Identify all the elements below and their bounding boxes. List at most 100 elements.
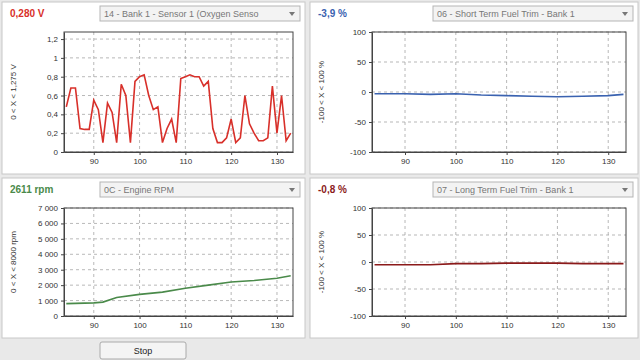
grid-line-y	[64, 269, 293, 270]
grid-line-x	[231, 32, 232, 152]
y-tick: 1	[54, 54, 64, 63]
y-tick: 0	[362, 88, 372, 97]
x-tick-label: 120	[225, 157, 239, 166]
dropdown-text[interactable]: 06 - Short Term Fuel Trim - Bank 1	[437, 9, 575, 19]
stop-button[interactable]: Stop	[100, 342, 186, 359]
x-tick: 130	[602, 152, 616, 166]
plot-frame	[372, 208, 626, 316]
x-tick-mark	[231, 316, 232, 319]
dropdown-arrow[interactable]	[289, 188, 295, 192]
y-tick-label: 5 000	[38, 235, 59, 244]
y-tick-label: 0	[362, 88, 367, 97]
x-axis: 90100110120130	[373, 152, 627, 166]
dropdown-text[interactable]: 07 - Long Term Fuel Trim - Bank 1	[437, 185, 573, 195]
data-line	[66, 75, 290, 143]
y-tick: 7 000	[38, 204, 64, 213]
y-tick-mark	[369, 152, 372, 153]
dropdown-text[interactable]: 0C - Engine RPM	[104, 185, 174, 195]
dropdown-box[interactable]	[433, 182, 633, 197]
pid-dropdown[interactable]: 06 - Short Term Fuel Trim - Bank 1	[433, 6, 633, 21]
x-axis: 90 100 110 120 130	[65, 316, 294, 330]
dropdown-text[interactable]: 14 - Bank 1 - Sensor 1 (Oxygen Senso	[104, 9, 259, 19]
x-tick-label: 110	[179, 321, 192, 330]
x-axis-line	[65, 316, 294, 317]
x-tick-label: 120	[225, 321, 239, 330]
graph-panel: 0,280 V 14 - Bank 1 - Sensor 1 (Oxygen Se…	[2, 2, 305, 174]
y-tick-label: 0	[362, 258, 367, 267]
x-tick: 100	[450, 316, 464, 330]
y-tick-mark	[61, 152, 64, 153]
graph-panel: -3,9 %06 - Short Term Fuel Trim - Bank 1…	[310, 2, 638, 174]
y-tick-mark	[61, 316, 64, 317]
plot-frame	[64, 208, 293, 316]
y-tick-mark	[369, 92, 372, 93]
grid-line-y	[372, 289, 626, 290]
stop-button-label[interactable]: Stop	[134, 346, 153, 356]
y-tick-mark	[369, 262, 372, 263]
grid-line-y	[64, 238, 293, 239]
pid-dropdown[interactable]: 14 - Bank 1 - Sensor 1 (Oxygen Senso	[100, 6, 300, 21]
y-tick-label: 6 000	[38, 219, 59, 228]
y-tick: 0,2	[47, 129, 64, 138]
y-tick: 0	[54, 148, 64, 157]
y-tick-label: 0,4	[47, 110, 59, 119]
x-tick: 110	[179, 152, 192, 166]
x-tick-label: 130	[271, 321, 285, 330]
grid-line-y	[372, 262, 626, 263]
x-tick: 90	[401, 152, 410, 166]
pid-dropdown[interactable]: 07 - Long Term Fuel Trim - Bank 1	[433, 182, 633, 197]
plot-area	[66, 75, 290, 143]
x-tick-label: 130	[271, 157, 285, 166]
y-axis: 00,20,40,60,811,2	[47, 33, 65, 158]
dropdown-arrow[interactable]	[289, 12, 295, 16]
panel-background	[2, 178, 305, 338]
dropdown-arrow[interactable]	[622, 188, 628, 192]
x-tick-label: 90	[90, 321, 99, 330]
dropdown-box[interactable]	[433, 6, 633, 21]
x-axis-line	[373, 152, 627, 153]
x-tick-mark	[231, 152, 232, 155]
dropdown-box[interactable]	[100, 182, 300, 197]
y-tick-mark	[61, 239, 64, 240]
x-tick-mark	[185, 152, 186, 155]
grid-line-x	[276, 208, 277, 316]
x-axis: 90100110120130	[373, 316, 627, 330]
x-tick: 110	[501, 316, 514, 330]
pid-dropdown[interactable]: 0C - Engine RPM	[100, 182, 300, 197]
y-tick-label: -100	[350, 312, 367, 321]
y-tick: 0,6	[47, 92, 64, 101]
stop-button-box[interactable]	[100, 342, 186, 359]
dropdown-box[interactable]	[100, 6, 300, 21]
x-tick-label: 90	[90, 157, 99, 166]
grid-line-x	[185, 32, 186, 152]
x-tick: 100	[133, 316, 147, 330]
y-tick: 100	[353, 204, 372, 213]
grid-line-x	[557, 208, 558, 316]
y-tick-mark	[369, 208, 372, 209]
x-tick-mark	[405, 316, 406, 319]
y-tick-mark	[61, 223, 64, 224]
y-tick: 50	[357, 231, 372, 240]
x-tick: 100	[133, 152, 147, 166]
panel-background	[310, 178, 638, 338]
data-line	[66, 276, 290, 304]
grid-line-y	[64, 223, 293, 224]
grid-line-y	[372, 235, 626, 236]
grid-line-y	[64, 95, 293, 96]
x-tick-mark	[557, 152, 558, 155]
y-tick: -100	[350, 148, 372, 157]
x-tick-label: 110	[501, 321, 514, 330]
x-axis-line	[373, 316, 627, 317]
x-tick-mark	[277, 152, 278, 155]
dropdown-arrow[interactable]	[622, 12, 628, 16]
plot-frame	[64, 32, 293, 152]
x-tick-mark	[405, 152, 406, 155]
x-tick-mark	[507, 316, 508, 319]
y-axis-line	[372, 209, 373, 317]
current-value: 0,280 V	[10, 8, 45, 19]
y-tick-mark	[61, 77, 64, 78]
y-tick-mark	[61, 96, 64, 97]
grid	[372, 208, 626, 316]
y-tick: 3 000	[38, 266, 64, 275]
y-tick-label: -50	[354, 285, 366, 294]
